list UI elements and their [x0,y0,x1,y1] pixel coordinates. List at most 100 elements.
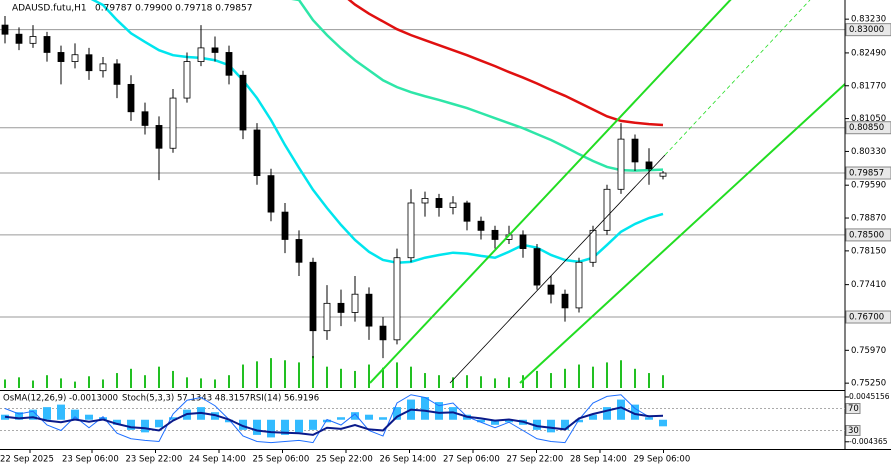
candle-body [519,234,527,249]
osma-bar [281,419,289,435]
volume-bar [256,361,258,388]
candle-body [477,220,485,231]
volume-bar [144,375,146,388]
candle-body [1,24,9,35]
volume-bar [284,360,286,388]
volume-bar [242,364,244,388]
osma-bar [449,407,457,420]
quote: 0.79787 0.79900 0.79718 0.79857 [95,4,252,14]
volume-bar [298,362,300,388]
osma-bar [225,419,233,423]
candle-body [99,63,107,72]
osma-bar [645,417,653,420]
x-tick-label: 26 Sep 14:00 [380,455,437,465]
candle-body [379,325,387,341]
volume-bar [494,378,496,388]
level-label: 0.83000 [849,25,884,35]
volume-bar [508,377,510,388]
candle-body [603,188,611,231]
osma-bar [309,419,317,430]
osma-bar [631,404,639,420]
moving-average [291,0,664,172]
osma-bar [71,409,79,420]
level-label: 0.79857 [849,169,884,179]
x-tick-label: 27 Sep 22:00 [507,455,564,465]
moving-average [347,0,664,127]
indicator-pane [0,394,845,444]
candle-body [127,83,135,113]
osma-bar [337,417,345,420]
osma-tick-label: -0.004365 [849,437,888,446]
osc-tick-label: 70 [848,404,859,414]
channel-lower [519,82,845,384]
osma-bar [57,404,65,420]
candle-body [239,74,247,131]
candle-body [421,198,429,204]
candle-body [267,175,275,213]
candle-body [589,229,597,263]
volume-bar [88,376,90,388]
osma-bar [533,419,541,430]
volume-bar [438,375,440,388]
osma-bar [435,402,443,420]
volume-bar [648,373,650,388]
candle-body [351,293,359,313]
level-box [845,23,891,37]
candle-body [295,239,303,263]
osma-bar [561,419,569,430]
osma-bar [43,407,51,420]
osma-bar [505,419,513,423]
candle-body [15,33,23,44]
osma-bar [169,417,177,420]
level-box [845,228,891,242]
candle-body [617,138,625,190]
x-tick-label: 24 Sep 14:00 [189,455,246,465]
volume-bar [228,375,230,388]
osma-bar [351,412,359,420]
candle-body [57,52,65,62]
main-pane [0,0,845,388]
symbol-title: ADAUSD.futu,H1 [12,4,87,14]
osma-bar [85,414,93,420]
volume-bar [4,379,6,388]
candle-body [435,198,443,208]
stoch-label: Stoch(5,3,3) 57.1343 48.3157 [122,394,250,404]
x-tick-label: 25 Sep 06:00 [253,455,310,465]
trend-extension [664,0,811,156]
candle-body [155,125,163,149]
osma-bar [267,419,275,438]
candle-body [211,47,219,53]
candle-body [561,293,569,309]
volume-bar [130,368,132,388]
osma-tick-label: 0.0045156 [849,392,890,401]
candle-body [169,97,177,149]
osma-bar [323,419,331,423]
volume-bar [662,375,664,388]
candle-body [659,172,667,177]
osc-level-box [845,425,861,436]
volume-bar [564,368,566,388]
volume-bar [578,364,580,388]
y-tick-label: 0.82490 [851,48,886,58]
candle-body [645,161,653,170]
osma-bar [253,419,261,435]
level-box [845,166,891,180]
volume-bar [466,375,468,388]
volume-bar [60,378,62,388]
x-tick-label: 23 Sep 22:00 [126,455,183,465]
osma-bar [379,417,387,420]
x-tick-label: 22 Sep 2025 [0,455,54,465]
y-tick-label: 0.75250 [851,379,886,389]
osma-bar [29,409,37,420]
volume-bar [214,379,216,388]
drawing-objects [369,0,845,384]
volume-bar [46,375,48,388]
volume-bar [410,366,412,388]
osma-bar [15,412,23,420]
volume-bar [186,377,188,388]
x-tick-label: 28 Sep 14:00 [570,455,627,465]
y-tick-label: 0.83230 [851,15,886,25]
candle-body [309,261,317,332]
candle-body [365,293,373,327]
